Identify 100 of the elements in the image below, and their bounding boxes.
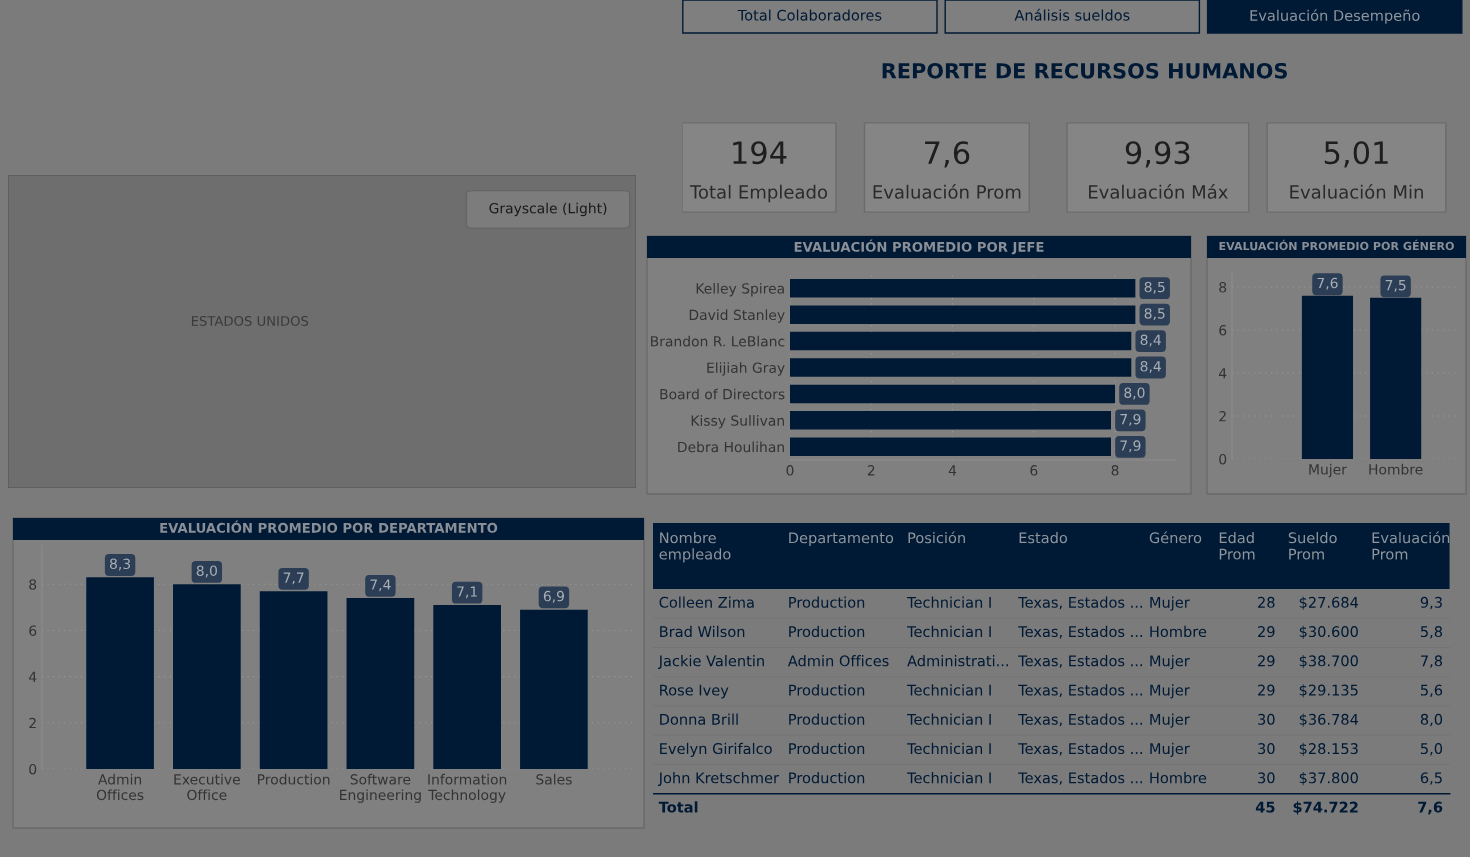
x-tick-label: 6 — [1030, 465, 1038, 476]
y-tick-label: Elijiah Gray — [707, 362, 785, 376]
y-tick-label: 4 — [28, 671, 37, 682]
y-tick-label: Kelley Spirea — [696, 282, 784, 297]
data-label: 7,6 — [1317, 277, 1338, 290]
text: $30.600 — [1299, 625, 1358, 640]
text: 5,01 — [1324, 141, 1388, 168]
text: Brad Wilson — [660, 625, 745, 638]
data-label: 7,1 — [457, 586, 477, 599]
data-label: 8,0 — [196, 565, 217, 578]
text: Texas, Estados ... — [1018, 772, 1142, 785]
bar — [520, 609, 588, 769]
x-tick-label: Sales — [536, 773, 572, 785]
text: Technician I — [907, 742, 991, 755]
data-label: 7,5 — [1385, 280, 1406, 292]
y-tick-label: 8 — [29, 579, 37, 590]
text: Technician I — [907, 684, 991, 696]
y-tick-label: David Stanley — [689, 309, 785, 323]
text: 6,5 — [1420, 772, 1442, 785]
x-tick-label: Information Technology — [428, 773, 507, 803]
text: Evaluación Prom — [873, 184, 1021, 199]
text: Mujer — [1150, 596, 1190, 611]
bar — [86, 577, 154, 769]
data-label: 7,7 — [283, 572, 304, 585]
text: 29 — [1258, 655, 1275, 667]
category-label: Edad Prom — [1219, 532, 1255, 560]
text: Production — [789, 625, 865, 638]
x-tick-label: Hombre — [1369, 463, 1423, 475]
y-tick-label: 0 — [1219, 453, 1227, 465]
text: 30 — [1258, 713, 1275, 725]
x-tick-label: Admin Offices — [96, 773, 144, 801]
text: 5,0 — [1420, 743, 1443, 756]
x-tick-label: Mujer — [1309, 463, 1347, 478]
text: 194 — [733, 141, 787, 165]
x-tick-label: 4 — [948, 465, 957, 476]
bar — [173, 584, 241, 769]
text: 7,8 — [1421, 655, 1443, 668]
category-label: Estado — [1019, 532, 1068, 544]
text: Texas, Estados ... — [1018, 742, 1142, 756]
data-label: 8,4 — [1140, 334, 1161, 347]
text: Colleen Zima — [659, 596, 754, 608]
text: $27.684 — [1299, 596, 1359, 610]
text: Mujer — [1150, 742, 1190, 757]
text: 9,3 — [1420, 596, 1442, 610]
text: Production — [789, 684, 865, 696]
y-tick-label: Debra Houlihan — [678, 441, 784, 453]
text: Total Empleado — [689, 184, 828, 203]
text: Evaluación Desempeño — [1250, 9, 1420, 24]
bar — [433, 605, 501, 769]
category-label: Posición — [908, 531, 965, 544]
data-label: 7,9 — [1120, 440, 1141, 453]
text: 7,6 — [925, 141, 970, 168]
y-tick-label: Kissy Sullivan — [691, 415, 784, 429]
x-tick-label: Executive Office — [174, 773, 240, 801]
text: $36.784 — [1299, 713, 1359, 727]
category-label: Nombre empleado — [659, 532, 731, 563]
category-label: Evaluación Prom — [1372, 531, 1450, 560]
text: Mujer — [1150, 684, 1190, 699]
text: Technician I — [907, 625, 991, 638]
text: 29 — [1258, 626, 1275, 638]
text: $74.722 — [1293, 801, 1358, 815]
text: Análisis sueldos — [1014, 8, 1130, 21]
text: REPORTE DE RECURSOS HUMANOS — [882, 62, 1287, 79]
y-tick-label: 2 — [29, 717, 36, 729]
y-tick-label: 0 — [29, 763, 37, 775]
chart-title: EVALUACIÓN PROMEDIO POR JEFE — [794, 239, 1044, 255]
category-label: Sueldo Prom — [1288, 532, 1337, 560]
text: Total Colaboradores — [737, 9, 882, 21]
text: Administrati... — [907, 655, 1008, 667]
text: John Kretschmer — [657, 772, 780, 787]
data-label: 8,3 — [109, 558, 131, 571]
text: Jackie Valentin — [657, 655, 764, 670]
text: $37.800 — [1299, 772, 1358, 786]
bar — [346, 598, 415, 769]
y-tick-label: 8 — [1219, 282, 1227, 293]
text: 30 — [1258, 772, 1275, 784]
text: 45 — [1255, 801, 1275, 813]
text: Admin Offices — [787, 655, 889, 667]
text: 28 — [1258, 596, 1275, 608]
text: Texas, Estados ... — [1018, 596, 1142, 610]
data-label: 7,4 — [370, 579, 391, 592]
text: Production — [789, 713, 865, 725]
data-label: 8,0 — [1124, 387, 1145, 400]
text: Technician I — [907, 713, 991, 725]
text: Rose Ivey — [660, 684, 729, 699]
text: Grayscale (Light) — [489, 202, 607, 217]
text: Technician I — [907, 596, 991, 608]
text: Donna Brill — [660, 713, 738, 725]
text: Texas, Estados ... — [1018, 655, 1142, 668]
x-tick-label: 0 — [786, 465, 794, 476]
chart-title: EVALUACIÓN PROMEDIO POR DEPARTAMENTO — [160, 520, 498, 533]
x-tick-label: Production — [258, 773, 330, 785]
category-label: Departamento — [789, 532, 894, 547]
text: Evaluación Min — [1290, 184, 1423, 199]
y-tick-label: 6 — [1219, 325, 1227, 336]
text: Hombre — [1150, 625, 1207, 638]
text: 5,6 — [1420, 684, 1443, 698]
y-tick-label: Board of Directors — [660, 388, 785, 400]
category-label: Género — [1149, 531, 1202, 544]
text: Production — [789, 742, 865, 755]
